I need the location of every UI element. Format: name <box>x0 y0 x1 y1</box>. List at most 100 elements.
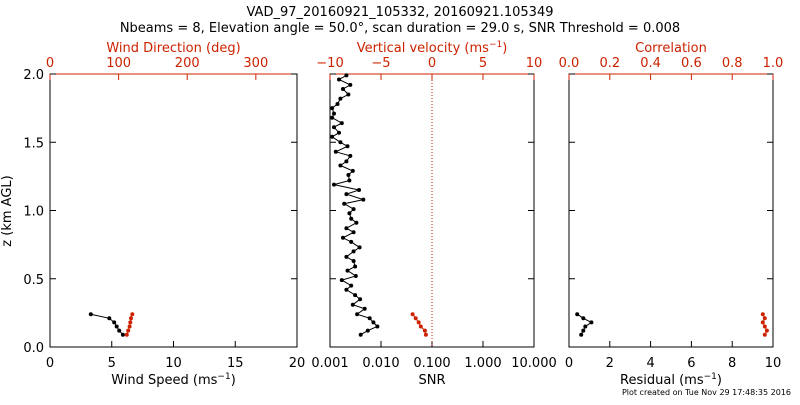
snr-panel-black-data-point <box>351 230 356 235</box>
snr-panel-red-data-point <box>423 332 428 337</box>
residual-panel-red-data-point <box>760 320 765 325</box>
snr-panel-black-data-point <box>344 192 349 197</box>
snr-panel-black-data-point <box>349 216 354 221</box>
y-tick-label: 0.0 <box>23 341 44 356</box>
plot-created-footer: Plot created on Tue Nov 29 17:48:35 2016 <box>622 388 791 397</box>
residual-panel-black-data-point <box>575 312 580 317</box>
snr-panel-black-data-point <box>330 115 335 120</box>
snr-panel-black-data-point <box>332 111 336 116</box>
residual-panel-red-data-point <box>764 328 769 333</box>
y-tick-label: 1.0 <box>23 205 44 220</box>
y-tick-label: 0.5 <box>23 273 44 288</box>
wind-panel-bottom-tick-label: 15 <box>227 356 244 371</box>
residual-panel-top-axis-label: Correlation <box>635 41 707 56</box>
residual-panel-bottom-tick-label: 2 <box>606 356 614 371</box>
snr-panel-black-data-point <box>330 134 335 139</box>
snr-panel-bottom-tick-label: 0.001 <box>311 356 348 371</box>
wind-panel-bottom-tick-label: 5 <box>108 356 116 371</box>
y-tick-label: 1.5 <box>23 136 44 151</box>
snr-panel-black-data-point <box>337 77 341 82</box>
snr-panel-black-data-point <box>347 211 352 216</box>
residual-panel-bottom-tick-label: 8 <box>728 356 736 371</box>
snr-panel-black-data-point <box>345 268 350 273</box>
snr-panel-black-data-point <box>354 220 359 225</box>
snr-panel-red-data-point <box>410 312 415 317</box>
residual-panel-black-data-point <box>583 324 588 329</box>
wind-panel-black-data-point <box>107 316 112 321</box>
snr-panel-black-data-point <box>365 328 370 333</box>
snr-panel-black-data-point <box>337 130 341 135</box>
residual-panel-red-data-point <box>762 332 767 337</box>
wind-panel-black-data-point <box>112 320 117 325</box>
snr-panel-black-data-point <box>344 73 349 78</box>
wind-panel-top-tick-label: 300 <box>243 56 268 71</box>
residual-panel-top-axis-label-text: Correlation <box>635 41 707 56</box>
snr-panel-black-data-point <box>341 235 345 240</box>
wind-panel-red-data-point <box>127 324 132 329</box>
snr-panel-black-data-point <box>344 254 349 259</box>
residual-panel-red-data-point <box>762 316 767 321</box>
snr-panel-frame <box>329 73 535 348</box>
y-axis-label: z (km AGL) <box>0 175 15 246</box>
snr-panel-black-data-point <box>351 249 356 254</box>
snr-panel-black-data-point <box>332 182 336 187</box>
snr-panel-top-tick-label: −10 <box>316 56 343 71</box>
snr-panel-top-tick-label: 10 <box>526 56 543 71</box>
wind-panel-bottom-tick-label: 20 <box>289 356 306 371</box>
snr-panel-black-data-point <box>332 125 336 130</box>
wind-panel-bottom-axis-label-text: Wind Speed (ms <box>111 373 217 388</box>
snr-panel-red-data-point <box>422 328 427 333</box>
snr-panel-bottom-axis-label-text: SNR <box>418 373 445 388</box>
snr-panel-top-axis-label: Vertical velocity (ms−1) <box>357 40 508 56</box>
snr-panel-top-tick-label: −5 <box>371 56 390 71</box>
snr-panel-black-data-point <box>342 201 347 206</box>
snr-panel-black-data-point <box>346 173 351 177</box>
snr-panel-red-data-point <box>418 324 423 329</box>
snr-panel-black-data-point <box>361 197 366 202</box>
panel-snr-panel: 0.001 0.010 0.100 1.000 10.000 SNR −10 −5 0 5 10 Ve… <box>311 40 556 388</box>
wind-panel-red-data-point <box>126 328 131 333</box>
snr-panel-top-axis-label-text: Vertical velocity (ms <box>357 41 489 56</box>
residual-panel-top-tick-label: 0.4 <box>640 56 661 71</box>
snr-panel-black-data-point <box>344 159 349 164</box>
snr-panel-black-data-point <box>357 245 362 250</box>
wind-panel-bottom-axis-label: Wind Speed (ms−1) <box>111 372 236 388</box>
snr-panel-black-data-point <box>362 306 367 311</box>
snr-panel-black-data-point <box>358 297 363 302</box>
residual-panel-bottom-tick-label: 10 <box>765 356 782 371</box>
snr-panel-top-tick-label: 0 <box>428 56 436 71</box>
snr-panel-black-data-point <box>353 293 358 298</box>
snr-panel-black-data-point <box>353 264 358 269</box>
snr-panel-black-data-point <box>367 316 372 321</box>
snr-panel-red-data-point <box>413 316 418 321</box>
residual-panel-bottom-tick-label: 4 <box>646 356 654 371</box>
snr-panel-black-data-point <box>355 312 360 317</box>
panel-residual-panel: 0 2 4 6 8 10 Residual (ms−1) 0.0 0.2 0.4 0.6 0.8 1.0… <box>559 41 784 388</box>
wind-panel-frame <box>49 73 298 348</box>
snr-panel-black-data-point <box>353 274 358 278</box>
snr-panel-black-data-point <box>350 168 355 173</box>
residual-panel-red-data-point <box>762 324 767 329</box>
snr-panel-black-data-point <box>339 278 344 283</box>
wind-panel-top-tick-label: 0 <box>46 56 54 71</box>
residual-panel-bottom-axis-label-superscript: −1 <box>704 372 717 382</box>
snr-panel-red-data-point <box>416 320 421 325</box>
wind-panel-bottom-tick-label: 10 <box>165 356 182 371</box>
wind-panel-top-tick-label: 100 <box>106 56 131 71</box>
residual-panel-top-tick-label: 0.2 <box>599 56 620 71</box>
residual-panel-bottom-axis-label: Residual (ms−1) <box>620 372 722 388</box>
wind-panel-top-axis-label-text: Wind Direction (deg) <box>106 41 240 56</box>
snr-panel-bottom-tick-label: 10.000 <box>511 356 557 371</box>
snr-panel-black-data-point <box>338 96 343 101</box>
title-line-1: VAD_97_20160921_105332, 20160921.105349 <box>247 5 554 20</box>
snr-panel-bottom-tick-label: 0.100 <box>413 356 450 371</box>
snr-panel-top-axis-label-superscript: −1 <box>489 40 502 50</box>
wind-panel-red-data-point <box>129 316 133 321</box>
wind-panel-black-data-point <box>120 332 125 337</box>
snr-panel-black-data-point <box>344 226 349 231</box>
snr-panel-black-data-point <box>346 92 351 97</box>
title-line-2: Nbeams = 8, Elevation angle = 50.0°, sca… <box>120 21 680 36</box>
snr-panel-black-data-point <box>338 163 343 168</box>
